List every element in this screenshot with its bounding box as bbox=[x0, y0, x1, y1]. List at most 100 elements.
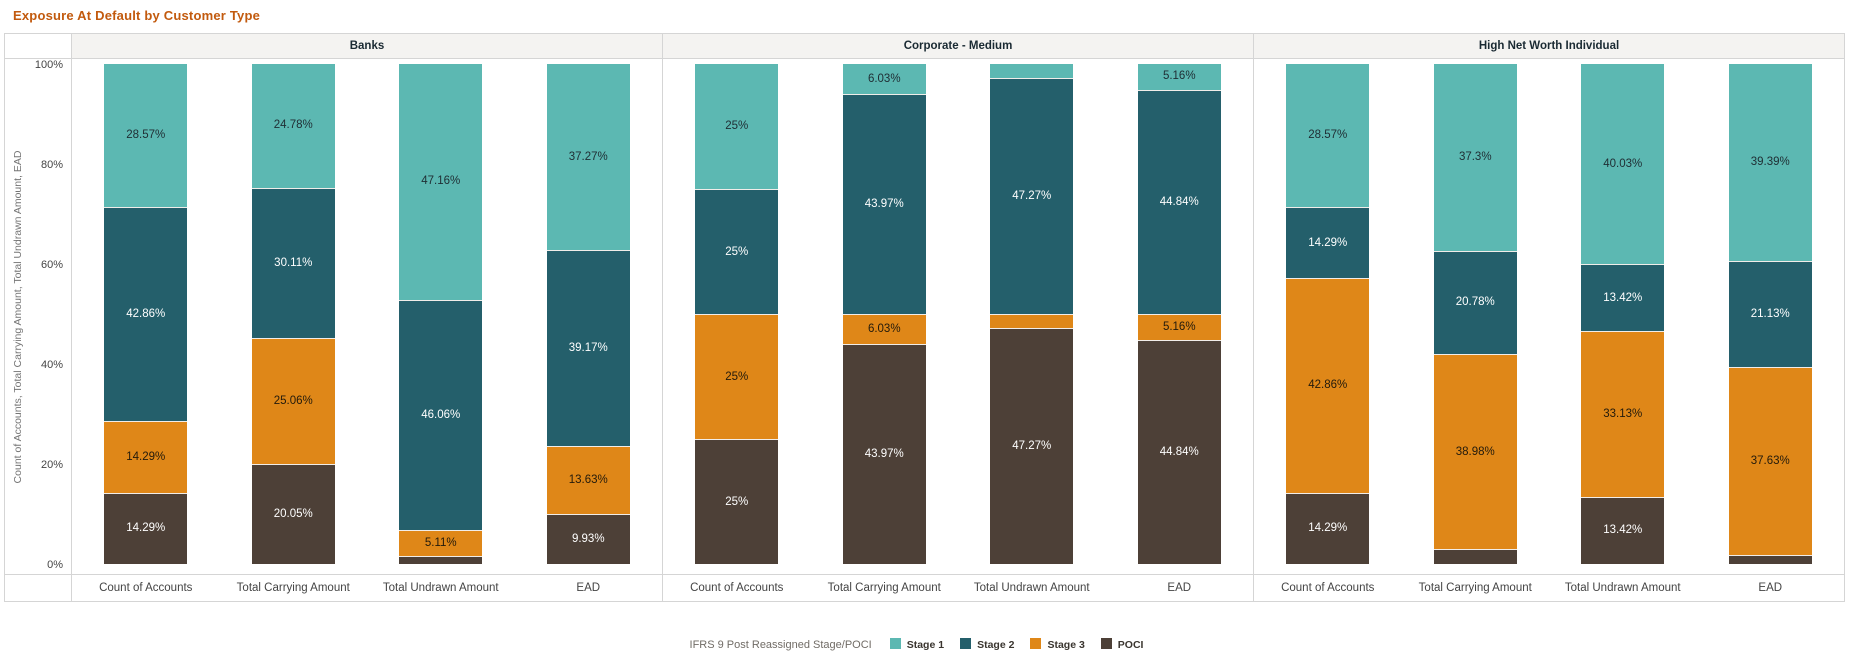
x-axis-label: EAD bbox=[1167, 582, 1192, 594]
segment-poci[interactable] bbox=[1728, 554, 1812, 564]
segment-value-label: 28.57% bbox=[126, 128, 166, 141]
panel-2: 25% 25% 25% 25% 6.03% 43.97% 6.03% 43.97% 47.27%… bbox=[662, 59, 1253, 574]
segment-stage-2[interactable]: 47.27% bbox=[990, 77, 1074, 314]
bar-slot: 37.27% 39.17% 13.63% 9.93% bbox=[515, 59, 663, 574]
segment-stage-2[interactable]: 13.42% bbox=[1581, 264, 1665, 332]
stacked-bar-1-3: 47.16% 46.06% 5.11% bbox=[399, 64, 483, 564]
segment-value-label: 30.11% bbox=[274, 257, 313, 270]
segment-value-label: 25.06% bbox=[273, 395, 313, 408]
segment-stage-3[interactable]: 5.16% bbox=[1137, 313, 1221, 340]
segment-poci[interactable] bbox=[1433, 549, 1517, 564]
segment-value-label: 14.29% bbox=[126, 450, 166, 463]
segment-stage-2[interactable]: 46.06% bbox=[399, 299, 483, 531]
segment-stage-3[interactable]: 33.13% bbox=[1581, 331, 1665, 497]
segment-poci[interactable]: 13.42% bbox=[1581, 496, 1665, 564]
segment-poci[interactable]: 44.84% bbox=[1137, 339, 1221, 564]
segment-stage-2[interactable]: 14.29% bbox=[1286, 206, 1370, 279]
y-axis-title: Count of Accounts, Total Carrying Amount… bbox=[12, 150, 24, 483]
segment-value-label: 42.86% bbox=[1308, 379, 1348, 392]
y-tick-20: 20% bbox=[40, 459, 63, 471]
segment-stage-3[interactable]: 5.11% bbox=[399, 530, 483, 556]
legend-item-stage-1[interactable]: Stage 1 bbox=[889, 638, 944, 651]
segment-stage-3[interactable]: 14.29% bbox=[104, 421, 188, 493]
segment-poci[interactable]: 25% bbox=[695, 439, 779, 564]
segment-poci[interactable]: 47.27% bbox=[990, 327, 1074, 564]
segment-value-label: 14.29% bbox=[1308, 236, 1348, 249]
segment-stage-2[interactable]: 30.11% bbox=[251, 187, 335, 339]
bar-slot: 24.78% 30.11% 25.06% 20.05% bbox=[220, 59, 368, 574]
plot-body: Count of Accounts, Total Carrying Amount… bbox=[5, 59, 1844, 575]
segment-stage-1[interactable]: 25% bbox=[695, 64, 779, 189]
segment-value-label: 13.63% bbox=[568, 474, 608, 487]
segment-stage-2[interactable]: 25% bbox=[695, 189, 779, 314]
bar-slot: 47.27% 47.27% bbox=[958, 59, 1106, 574]
segment-stage-3[interactable]: 38.98% bbox=[1433, 354, 1517, 550]
segment-poci[interactable]: 20.05% bbox=[251, 463, 335, 564]
chart-title: Exposure At Default by Customer Type bbox=[13, 8, 261, 23]
segment-poci[interactable]: 14.29% bbox=[104, 492, 188, 565]
segment-stage-1[interactable]: 6.03% bbox=[842, 64, 926, 95]
stacked-bar-1-2: 24.78% 30.11% 25.06% 20.05% bbox=[251, 64, 335, 564]
segment-poci[interactable]: 9.93% bbox=[546, 514, 630, 564]
y-tick-80: 80% bbox=[40, 159, 63, 171]
segment-value-label: 33.13% bbox=[1603, 408, 1643, 421]
segment-stage-2[interactable]: 44.84% bbox=[1137, 89, 1221, 314]
segment-poci[interactable]: 43.97% bbox=[842, 344, 926, 564]
segment-stage-3[interactable]: 13.63% bbox=[546, 446, 630, 515]
segment-stage-1[interactable]: 24.78% bbox=[251, 64, 335, 188]
segment-stage-1[interactable]: 40.03% bbox=[1581, 64, 1665, 265]
legend-item-poci[interactable]: POCI bbox=[1100, 638, 1144, 651]
x-axis-label: EAD bbox=[1758, 582, 1783, 594]
segment-value-label: 21.13% bbox=[1750, 307, 1790, 320]
legend-label: Stage 2 bbox=[977, 639, 1015, 651]
segment-value-label: 13.42% bbox=[1603, 291, 1643, 304]
stacked-bar-2-3: 47.27% 47.27% bbox=[990, 64, 1074, 564]
segment-value-label: 42.86% bbox=[126, 307, 166, 320]
segment-value-label: 47.27% bbox=[1012, 189, 1052, 202]
segment-stage-3[interactable]: 25% bbox=[695, 314, 779, 439]
segment-value-label: 37.3% bbox=[1458, 150, 1492, 163]
segment-stage-3[interactable]: 6.03% bbox=[842, 313, 926, 345]
bar-slot: 39.39% 21.13% 37.63% bbox=[1697, 59, 1845, 574]
bar-slot: 37.3% 20.78% 38.98% bbox=[1402, 59, 1550, 574]
segment-stage-3[interactable] bbox=[990, 313, 1074, 328]
header-corner-cell bbox=[5, 34, 71, 58]
segment-poci[interactable] bbox=[399, 555, 483, 564]
x-axis-label: Total Undrawn Amount bbox=[1564, 582, 1681, 594]
segment-stage-1[interactable]: 47.16% bbox=[399, 64, 483, 300]
segment-stage-3[interactable]: 37.63% bbox=[1728, 366, 1812, 555]
segment-stage-1[interactable]: 28.57% bbox=[1286, 64, 1370, 207]
legend-item-stage-2[interactable]: Stage 2 bbox=[960, 638, 1015, 651]
segment-stage-2[interactable]: 39.17% bbox=[546, 250, 630, 447]
bar-slot: 47.16% 46.06% 5.11% bbox=[367, 59, 515, 574]
segment-value-label: 25% bbox=[725, 370, 749, 383]
panel-header-row: Banks Corporate - Medium High Net Worth In… bbox=[5, 34, 1844, 59]
segment-value-label: 43.97% bbox=[864, 448, 904, 461]
segment-stage-3[interactable]: 25.06% bbox=[251, 338, 335, 464]
segment-value-label: 14.29% bbox=[126, 522, 166, 535]
segment-stage-1[interactable]: 39.39% bbox=[1728, 64, 1812, 261]
x-axis-panel-1: Count of Accounts Total Carrying Amount To… bbox=[71, 575, 662, 601]
segment-stage-1[interactable] bbox=[990, 64, 1074, 78]
segment-stage-1[interactable]: 37.27% bbox=[546, 64, 630, 251]
segment-stage-2[interactable]: 42.86% bbox=[104, 206, 188, 422]
x-axis-corner-cell bbox=[5, 575, 71, 601]
segment-value-label: 40.03% bbox=[1603, 157, 1643, 170]
segment-stage-1[interactable]: 37.3% bbox=[1433, 64, 1517, 251]
chart-area: Banks Corporate - Medium High Net Worth In… bbox=[4, 33, 1845, 602]
segment-stage-1[interactable]: 28.57% bbox=[104, 64, 188, 207]
legend-item-stage-3[interactable]: Stage 3 bbox=[1030, 638, 1085, 651]
segment-stage-1[interactable]: 5.16% bbox=[1137, 64, 1221, 90]
segment-stage-2[interactable]: 21.13% bbox=[1728, 260, 1812, 367]
legend-label: POCI bbox=[1117, 639, 1144, 651]
segment-stage-3[interactable]: 42.86% bbox=[1286, 278, 1370, 493]
x-axis-label: Total Carrying Amount bbox=[1418, 582, 1532, 594]
segment-value-label: 6.03% bbox=[867, 72, 901, 85]
segment-poci[interactable]: 14.29% bbox=[1286, 492, 1370, 565]
y-tick-60: 60% bbox=[40, 259, 63, 271]
stacked-bar-3-1: 28.57% 14.29% 42.86% 14.29% bbox=[1286, 64, 1370, 565]
segment-stage-2[interactable]: 20.78% bbox=[1433, 250, 1517, 355]
segment-stage-2[interactable]: 43.97% bbox=[842, 94, 926, 314]
x-axis-label: Total Carrying Amount bbox=[236, 582, 350, 594]
segment-value-label: 13.42% bbox=[1603, 524, 1643, 537]
